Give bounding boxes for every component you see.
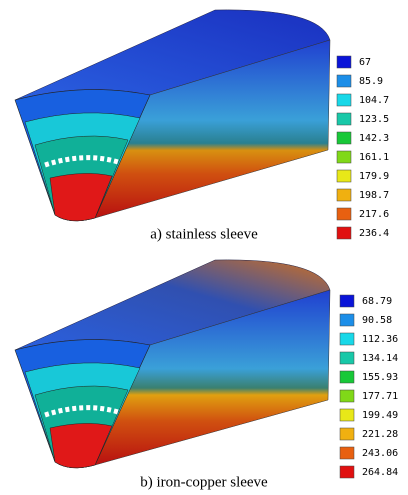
- legend-label: 134.14: [362, 353, 398, 364]
- legend-label: 199.49: [362, 410, 398, 421]
- legend-swatch: [340, 390, 354, 402]
- legend-swatch: [340, 371, 354, 383]
- legend-label: 177.71: [362, 391, 398, 402]
- caption: b) iron-copper sleeve: [140, 474, 268, 490]
- legend-label: 85.9: [359, 76, 383, 87]
- legend-swatch: [340, 314, 354, 326]
- legend-label: 123.5: [359, 114, 389, 125]
- legend-swatch: [337, 132, 351, 144]
- legend-label: 67: [359, 57, 371, 68]
- legend-swatch: [337, 189, 351, 201]
- legend-swatch: [337, 75, 351, 87]
- legend-swatch: [340, 409, 354, 421]
- legend-swatch: [337, 56, 351, 68]
- legend-label: 198.7: [359, 190, 389, 201]
- caption: a) stainless sleeve: [150, 226, 258, 242]
- legend-swatch: [337, 227, 351, 239]
- legend-label: 179.9: [359, 171, 389, 182]
- legend-swatch: [337, 170, 351, 182]
- legend-label: 112.36: [362, 334, 398, 345]
- legend-swatch: [337, 94, 351, 106]
- legend-swatch: [340, 447, 354, 459]
- legend-label: 236.4: [359, 228, 389, 239]
- legend-swatch: [340, 352, 354, 364]
- legend-swatch: [340, 295, 354, 307]
- panel-b: b) iron-copper sleeve: [15, 260, 330, 491]
- panel-a: a) stainless sleeve: [15, 10, 330, 243]
- legend-label: 68.79: [362, 296, 392, 307]
- legend-label: 264.84: [362, 467, 398, 478]
- legend-label: 243.06: [362, 448, 398, 459]
- legend-swatch: [340, 333, 354, 345]
- legend-label: 221.28: [362, 429, 398, 440]
- legend-swatch: [340, 466, 354, 478]
- legend-label: 217.6: [359, 209, 389, 220]
- legend-swatch: [337, 151, 351, 163]
- legend-swatch: [337, 208, 351, 220]
- figure: a) stainless sleeve b) iron-copper sleev…: [0, 0, 408, 495]
- legend-label: 90.58: [362, 315, 392, 326]
- legend-label: 142.3: [359, 133, 389, 144]
- legend-swatch: [337, 113, 351, 125]
- legend-label: 161.1: [359, 152, 389, 163]
- legend-swatch: [340, 428, 354, 440]
- legend-label: 155.93: [362, 372, 398, 383]
- legend-label: 104.7: [359, 95, 389, 106]
